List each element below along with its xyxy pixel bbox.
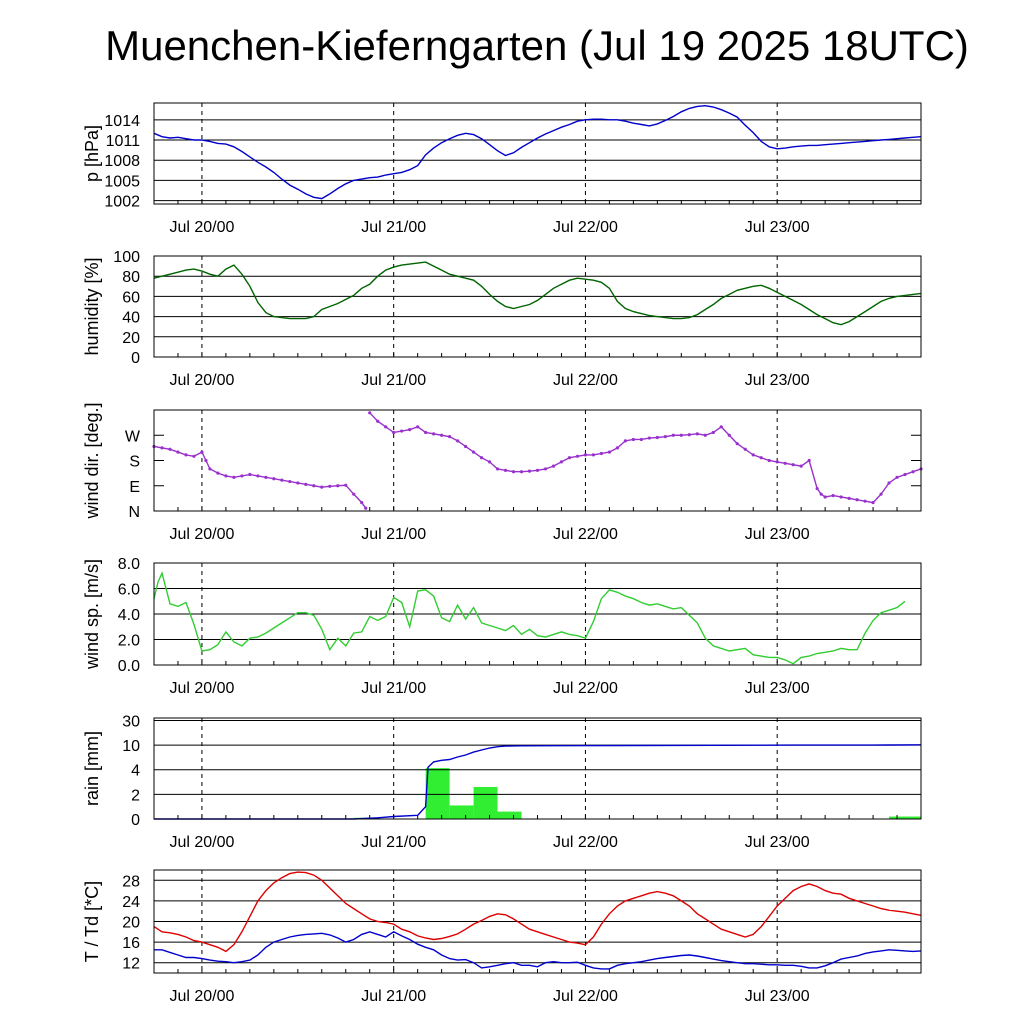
ytick-label-wind-speed-0: 0.0 [118, 658, 140, 675]
xtick-label-humidity-3: Jul 23/00 [745, 372, 810, 389]
xtick-label-humidity-1: Jul 21/00 [361, 372, 426, 389]
panel-wind-speed: 0.0 2.0 4.0 6.0 8.0 Jul 20/00 Jul 21/00 Jul 22/… [82, 556, 922, 697]
xtick-label-rain-3: Jul 23/00 [745, 834, 810, 851]
ytick-label-wind-speed-3: 6.0 [118, 582, 140, 599]
ytick-label-pressure-0: 1002 [104, 194, 140, 211]
panel-humidity: 0 20 40 60 80 100 Jul 20/00 Jul 21/00 Jul 22/00 J… [82, 249, 922, 389]
panel-rain: 0 2 4 10 30 Jul 20/00 Jul 21/00 Jul 22/00 Jul 23… [82, 713, 922, 851]
rain-bar-2 [449, 805, 474, 819]
panel-temperature: 12 16 20 24 28 Jul 20/00 Jul 21/00 Jul 22/00 Jul… [82, 869, 922, 1005]
ylabel-wind-speed: wind sp. [m/s] [82, 559, 102, 670]
xtick-label-temperature-2: Jul 22/00 [553, 988, 618, 1005]
ylabel-pressure: p [hPa] [82, 125, 102, 182]
ytick-label-humidity-5: 100 [113, 249, 140, 266]
panel-frame-wind-speed [153, 562, 922, 666]
series-rain-0 [154, 744, 922, 820]
panel-frame-humidity [153, 255, 922, 358]
ytick-label-wind-direction-1: E [129, 479, 140, 496]
xtick-label-wind-speed-3: Jul 23/00 [745, 680, 810, 697]
series-pressure-0 [153, 104, 922, 200]
rain-bar-4 [497, 811, 522, 819]
ytick-label-pressure-1: 1005 [104, 173, 140, 190]
xtick-label-humidity-0: Jul 20/00 [169, 372, 234, 389]
ytick-label-pressure-4: 1014 [104, 113, 140, 130]
xtick-label-wind-speed-2: Jul 22/00 [553, 680, 618, 697]
panel-frame-wind-direction [153, 409, 922, 512]
xtick-label-temperature-3: Jul 23/00 [745, 988, 810, 1005]
xtick-label-pressure-0: Jul 20/00 [169, 219, 234, 236]
series-humidity-0 [153, 261, 922, 326]
xtick-label-temperature-0: Jul 20/00 [169, 988, 234, 1005]
panel-pressure: 1002 1005 1008 1011 1014 Jul 20/00 Jul 21/00 Ju… [82, 102, 922, 236]
ytick-label-humidity-3: 60 [122, 289, 140, 306]
ytick-label-temperature-3: 24 [122, 894, 140, 911]
rain-bar-5 [889, 816, 921, 819]
ytick-label-wind-direction-0: N [128, 504, 140, 521]
panel-frame-rain [153, 717, 922, 820]
ytick-label-wind-direction-3: W [125, 428, 141, 445]
panel-frame-temperature [153, 869, 922, 974]
ytick-label-temperature-4: 28 [122, 873, 140, 890]
ytick-label-rain-2: 4 [131, 763, 140, 780]
xtick-label-pressure-2: Jul 22/00 [553, 219, 618, 236]
ytick-label-humidity-0: 0 [131, 350, 140, 367]
ytick-label-wind-direction-2: S [129, 454, 140, 471]
xtick-label-wind-speed-0: Jul 20/00 [169, 680, 234, 697]
xtick-label-wind-direction-2: Jul 22/00 [553, 526, 618, 543]
xtick-label-rain-0: Jul 20/00 [169, 834, 234, 851]
chart-title: Muenchen-Kieferngarten (Jul 19 2025 18UT… [105, 22, 969, 69]
ytick-label-rain-3: 10 [122, 738, 140, 755]
series-temperature-0 [153, 871, 922, 953]
series-wind-speed-0 [153, 571, 906, 665]
xtick-label-wind-direction-0: Jul 20/00 [169, 526, 234, 543]
ylabel-temperature: T / Td [*C] [82, 881, 102, 962]
xtick-label-wind-direction-3: Jul 23/00 [745, 526, 810, 543]
rain-bar-3 [473, 786, 498, 819]
ylabel-rain: rain [mm] [82, 731, 102, 806]
ytick-label-temperature-2: 20 [122, 915, 140, 932]
xtick-label-pressure-1: Jul 21/00 [361, 219, 426, 236]
ytick-label-wind-speed-4: 8.0 [118, 556, 140, 573]
ytick-label-temperature-1: 16 [122, 935, 140, 952]
rain-bar-1 [425, 768, 450, 819]
xtick-label-rain-1: Jul 21/00 [361, 834, 426, 851]
xtick-label-humidity-2: Jul 22/00 [553, 372, 618, 389]
panel-frame-pressure [153, 102, 922, 205]
xtick-label-temperature-1: Jul 21/00 [361, 988, 426, 1005]
xtick-label-wind-speed-1: Jul 21/00 [361, 680, 426, 697]
series-wind-direction-0 [153, 412, 922, 509]
xtick-label-wind-direction-1: Jul 21/00 [361, 526, 426, 543]
ytick-label-wind-speed-1: 2.0 [118, 633, 140, 650]
ytick-label-rain-4: 30 [122, 713, 140, 730]
ytick-label-rain-1: 2 [131, 787, 140, 804]
ytick-label-humidity-4: 80 [122, 269, 140, 286]
xtick-label-rain-2: Jul 22/00 [553, 834, 618, 851]
ylabel-wind-direction: wind dir. [deg.] [82, 402, 102, 519]
ytick-label-temperature-0: 12 [122, 956, 140, 973]
ytick-label-humidity-1: 20 [122, 330, 140, 347]
ytick-label-wind-speed-2: 4.0 [118, 607, 140, 624]
xtick-label-pressure-3: Jul 23/00 [745, 219, 810, 236]
ylabel-humidity: humidity [%] [82, 257, 102, 355]
ytick-label-rain-0: 0 [131, 812, 140, 829]
ytick-label-pressure-2: 1008 [104, 153, 140, 170]
ytick-label-pressure-3: 1011 [106, 133, 141, 150]
ytick-label-humidity-2: 40 [122, 310, 140, 327]
series-temperature-1 [154, 930, 922, 970]
